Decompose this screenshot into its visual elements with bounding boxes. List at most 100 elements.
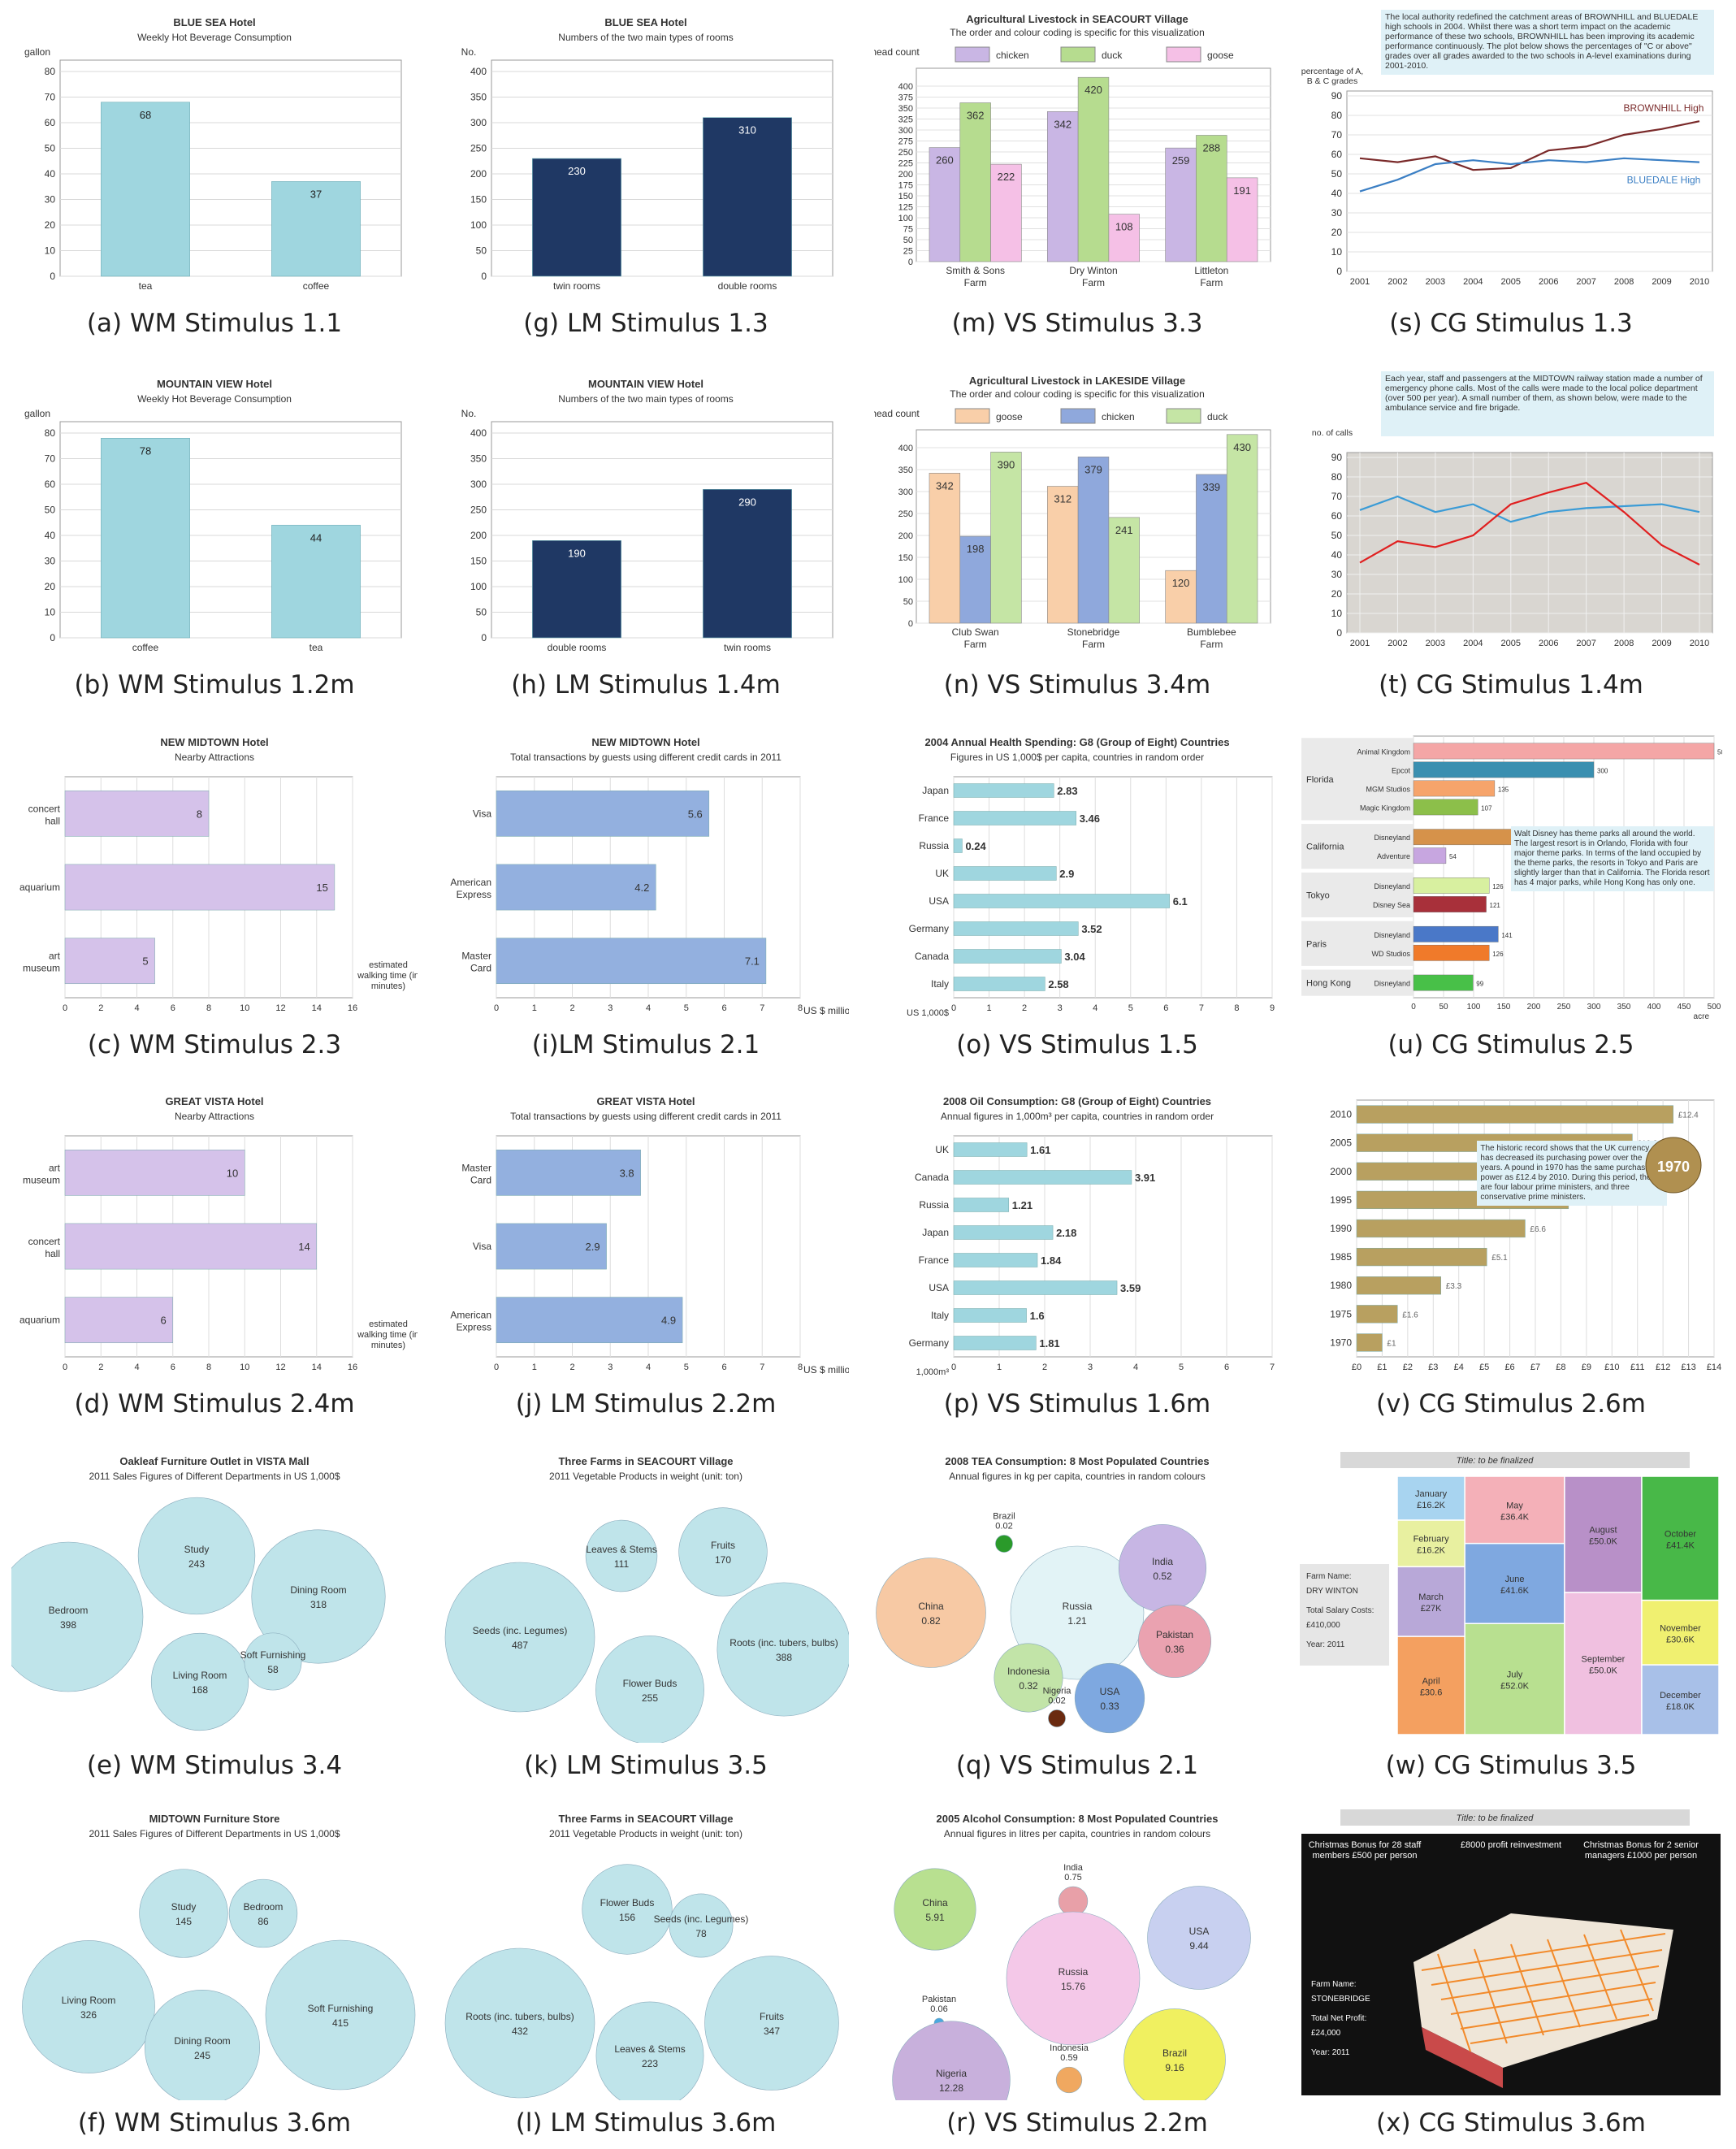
chart: 2008 Oil Consumption: G8 (Group of Eight… [909,1095,1275,1377]
bubble [22,1940,155,2073]
chart-subtitle: Annual figures in kg per capita, countri… [949,1471,1206,1482]
figure-caption: (t) CG Stimulus 1.4m [1379,670,1643,700]
bubble [244,1632,302,1691]
treemap-cell [1396,1566,1465,1637]
bar [1165,570,1197,624]
bubble-label: Seeds (inc. Legumes) [473,1625,568,1636]
chart-title: MIDTOWN Furniture Store [149,1813,280,1825]
chart: 0 50 100 150 200 250 300 350 400 450 500acreFlorid… [1301,735,1722,1021]
x-tick-label: 12 [275,1003,285,1013]
bar-value-label: 1.61 [1030,1144,1050,1156]
x-tick-label: Farm [1082,277,1105,288]
chart: Three Farms in SEACOURT Village 2011 Vege… [444,1455,849,1743]
bar-category-label: MGM Studios [1366,785,1410,793]
y-tick-label: 30 [1331,207,1343,219]
y-tick-label: Express [457,889,491,900]
y-tick-label: 1985 [1330,1251,1352,1263]
bar-value-label: 2.9 [585,1241,600,1253]
y-tick-label: 350 [898,466,913,475]
x-tick-label: £12 [1656,1363,1670,1372]
x-tick-label: £3 [1428,1363,1438,1372]
x-tick-label: Farm [964,639,987,650]
x-tick-label: £9 [1582,1363,1591,1372]
bubble-label: Russia [1063,1601,1093,1612]
treemap-cell [1464,1475,1565,1545]
title-bar [1340,1809,1690,1826]
treemap-label: December [1660,1691,1701,1701]
x-axis-label: US 1,000$ [907,1008,949,1018]
bar-value-label: 121 [1490,902,1501,909]
bar-value-label: 310 [738,124,756,136]
figure-caption: (g) LM Stimulus 1.3 [523,309,768,338]
bar [64,1149,245,1196]
y-tick-label: Visa [473,808,491,819]
x-tick-label: double rooms [718,280,777,292]
x-tick-label: coffee [303,280,330,292]
y-tick-label: 250 [898,509,913,519]
annotation-note: Each year, staff and passengers at the M… [1381,371,1714,436]
x-tick-label: 2003 [1426,639,1445,648]
group-band [1301,969,1413,996]
x-tick-label: 14 [312,1363,322,1372]
bubble-label: Study [171,1901,197,1913]
bar-value-label: 5 [142,955,148,968]
legend-swatch [1060,46,1096,63]
group-band [1301,921,1413,966]
bubble-label: India [1063,1863,1084,1873]
y-tick-label: museum [23,1174,60,1185]
x-tick-label: 2006 [1539,639,1558,648]
bar-value-label: 2.9 [1059,868,1074,880]
bubble-value: 170 [715,1554,731,1566]
y-tick-label: Visa [473,1241,491,1252]
figure-caption: (q) VS Stimulus 2.1 [955,1751,1199,1780]
bubble-value: 0.32 [1019,1680,1038,1692]
bubble-label: Dining Room [290,1584,346,1596]
chart: The local authority redefined the catchm… [1301,10,1714,287]
bubble-value: 223 [642,2058,658,2069]
bubble-label: Living Room [173,1670,227,1681]
x-tick-label: 2 [569,1363,574,1372]
y-tick-label: art [49,951,61,962]
figure-panel: MOUNTAIN VIEW Hotel Weekly Hot Beverage C… [11,370,418,711]
bubble [137,1497,256,1615]
bar [1413,799,1478,816]
y-tick-label: aquarium [19,882,60,893]
treemap-label: September [1582,1655,1626,1665]
bubble [595,1636,704,1743]
bar-value-label: 260 [936,154,954,167]
figure-caption: (o) VS Stimulus 1.5 [956,1030,1198,1059]
y-tick-label: 400 [470,427,487,439]
bar-value-label: 2.58 [1048,978,1068,990]
bar [1356,1333,1383,1352]
bar [1413,944,1490,961]
bar-value-label: 141 [1501,932,1513,939]
y-tick-label: American [450,877,491,888]
bubble-label: Flower Buds [600,1897,655,1909]
chart-title: BLUE SEA Hotel [604,16,686,28]
treemap-label: October [1665,1529,1696,1539]
bubble-value: 0.02 [995,1521,1012,1531]
legend-label: goose [996,411,1023,422]
x-tick-label: 2002 [1388,277,1407,287]
legend-label: chicken [1102,411,1135,422]
bubble-value: 58 [267,1664,279,1675]
bar [953,1142,1028,1157]
bar-value-label: £6.6 [1530,1225,1546,1234]
bar [1356,1247,1487,1267]
y-tick-label: 225 [898,159,913,169]
y-tick-label: art [49,1162,61,1173]
x-tick-label: 5 [684,1363,689,1372]
bar-value-label: 54 [1449,853,1457,860]
x-tick-label: 14 [312,1003,322,1013]
bubble-value: 487 [512,1640,528,1651]
chart-subtitle: Annual figures in litres per capita, cou… [944,1828,1210,1839]
bubble-value: 0.52 [1153,1571,1172,1582]
bar [1047,486,1079,624]
chart-title: Agricultural Livestock in SEACOURT Villa… [966,13,1188,25]
chart: Agricultural Livestock in LAKESIDE Villa… [874,375,1271,650]
treemap-value: £16.2K [1417,1501,1446,1510]
cake-shape [1413,1913,1673,2068]
y-axis-label: percentage of A, B & C grades [1301,67,1364,86]
y-tick-label: American [450,1310,491,1321]
x-axis-label: US $ million [803,1364,849,1376]
